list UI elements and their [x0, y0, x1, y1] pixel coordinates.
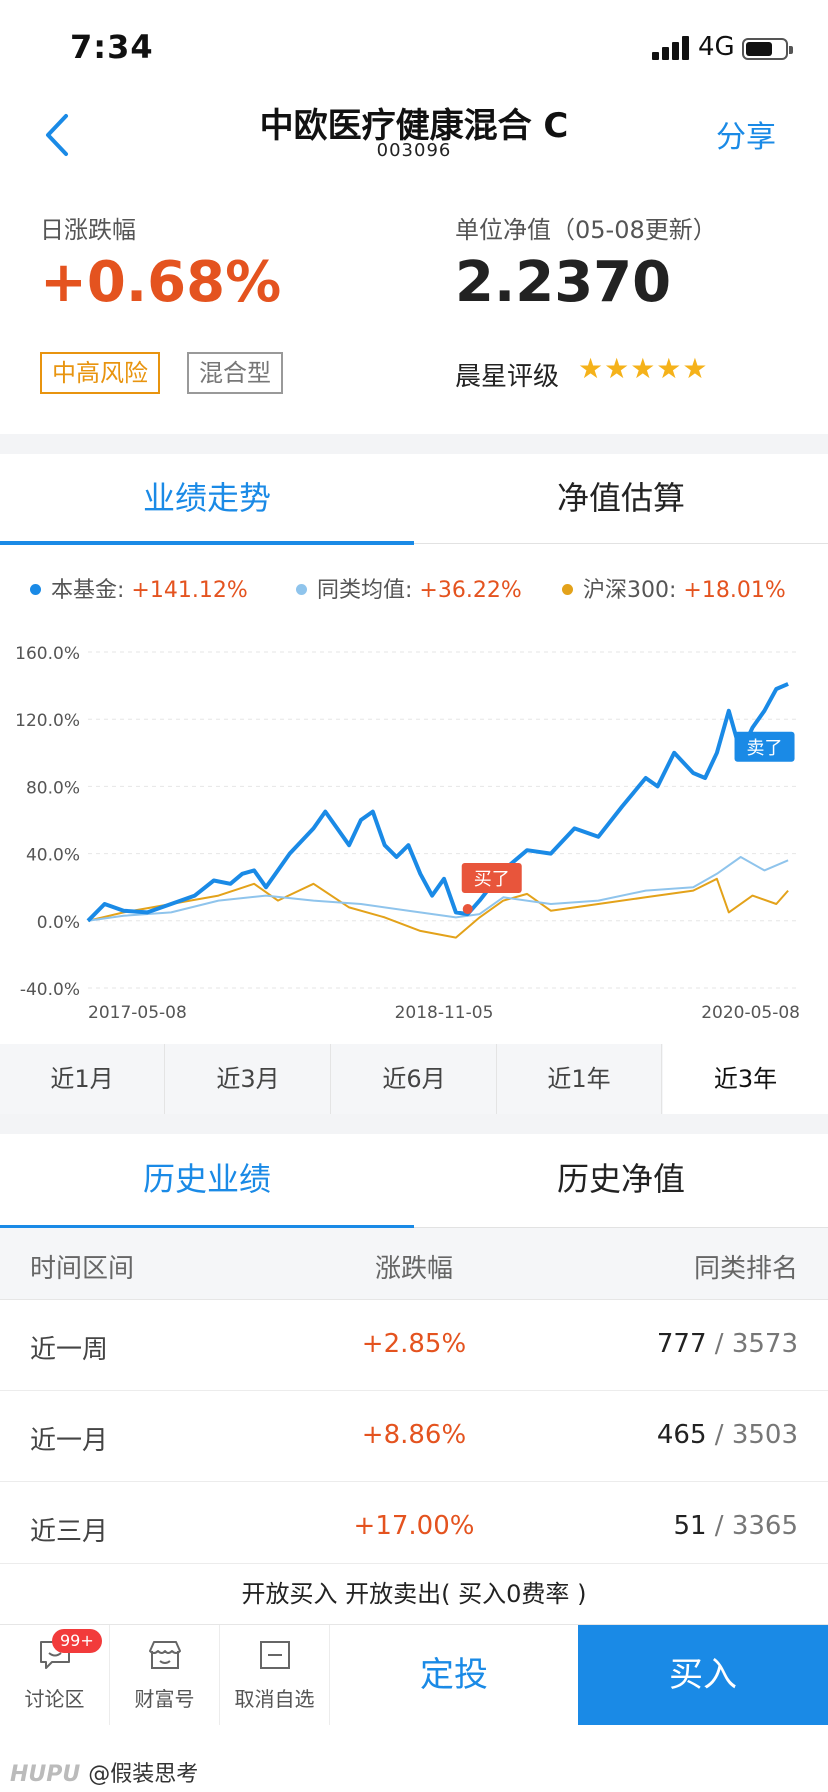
network-label: 4G: [698, 32, 735, 62]
discuss-button[interactable]: 99+ 讨论区: [0, 1625, 110, 1725]
legend-dot: [296, 583, 307, 595]
battery-icon: [742, 38, 793, 60]
trade-marker-label: 买了: [474, 869, 510, 890]
trade-marker-box: [734, 731, 795, 762]
watermark-user: @假装思考: [88, 1762, 199, 1787]
status-time: 7:34: [70, 28, 154, 66]
trade-marker-dot: [462, 904, 473, 915]
table-row[interactable]: 近一周 +2.85% 777 / 3573: [0, 1300, 828, 1391]
tab-estimate[interactable]: 净值估算: [556, 479, 685, 517]
discuss-label: 讨论区: [24, 1687, 85, 1711]
nav-label: 单位净值（05-08更新）: [455, 216, 717, 244]
y-tick-label: 120.0%: [15, 711, 80, 731]
row-change: +2.85%: [361, 1329, 467, 1359]
section-divider: [0, 434, 828, 454]
trade-notice: 开放买入 开放卖出( 买入0费率 ): [241, 1580, 587, 1608]
buy-button[interactable]: 买入: [578, 1625, 828, 1725]
series-line-2: [87, 877, 789, 939]
wealth-button[interactable]: 财富号: [110, 1625, 220, 1725]
nav-value: 2.2370: [455, 250, 672, 315]
legend-item-index: 沪深300: +18.01%: [562, 572, 786, 604]
row-change: +17.00%: [353, 1511, 475, 1541]
legend-item-fund: 本基金: +141.12%: [30, 572, 248, 604]
x-tick-label: 2017-05-08: [88, 1003, 187, 1023]
table-row[interactable]: 近三月 +17.00% 51 / 3365: [0, 1482, 828, 1564]
daily-change-label: 日涨跌幅: [40, 216, 136, 244]
bottom-bar: 99+ 讨论区 财富号 取消自选 定投 买入: [0, 1624, 828, 1725]
rating-label: 晨星评级: [455, 362, 560, 392]
trade-marker-label: 卖了: [747, 738, 783, 759]
watermark-logo: HUPU: [10, 1762, 81, 1787]
tab-history-nav[interactable]: 历史净值: [556, 1160, 685, 1198]
store-icon: [149, 1641, 181, 1669]
nav-bar: 中欧医疗健康混合 C 003096 分享: [0, 96, 828, 176]
back-icon[interactable]: [40, 110, 80, 160]
type-tag: 混合型: [187, 352, 283, 394]
section-divider: [0, 1114, 828, 1134]
y-tick-label: 0.0%: [37, 913, 80, 933]
col-period: 时间区间: [30, 1254, 135, 1284]
sip-button[interactable]: 定投: [420, 1655, 488, 1695]
row-rank: 51 / 3365: [673, 1511, 798, 1541]
row-period: 近一月: [30, 1426, 109, 1456]
wealth-label: 财富号: [134, 1687, 195, 1711]
performance-chart[interactable]: 160.0% 120.0% 80.0% 40.0% 0.0% -40.0% 2017-05-…: [0, 630, 828, 1030]
history-table-header: 时间区间 涨跌幅 同类排名: [0, 1228, 828, 1300]
share-button[interactable]: 分享: [716, 120, 776, 155]
period-3y[interactable]: 近3年: [663, 1044, 828, 1114]
trade-marker-box: [461, 863, 522, 894]
period-6m[interactable]: 近6月: [332, 1044, 497, 1114]
series-line-1: [87, 856, 789, 922]
row-rank: 465 / 3503: [656, 1420, 798, 1450]
row-period: 近一周: [30, 1335, 109, 1365]
signal-icon: [652, 36, 692, 60]
fund-summary: 日涨跌幅 +0.68% 单位净值（05-08更新） 2.2370 中高风险 混合…: [0, 200, 828, 428]
remove-watchlist-icon: [260, 1641, 290, 1669]
period-selector: 近1月 近3月 近6月 近1年 近3年: [0, 1044, 828, 1114]
y-tick-label: 160.0%: [15, 644, 80, 664]
y-tick-label: 80.0%: [26, 778, 80, 798]
legend-item-peer: 同类均值: +36.22%: [296, 572, 522, 604]
table-row[interactable]: 近一月 +8.86% 465 / 3503: [0, 1391, 828, 1482]
period-3m[interactable]: 近3月: [166, 1044, 331, 1114]
row-change: +8.86%: [361, 1420, 467, 1450]
unwatch-button[interactable]: 取消自选: [220, 1625, 330, 1725]
series-line-0: [86, 682, 789, 923]
x-tick-label: 2018-11-05: [395, 1003, 494, 1023]
chart-legend: 本基金: +141.12% 同类均值: +36.22% 沪深300: +18.0…: [0, 568, 828, 608]
fund-code: 003096: [376, 140, 452, 161]
period-1y[interactable]: 近1年: [497, 1044, 662, 1114]
row-rank: 777 / 3573: [656, 1329, 798, 1359]
col-rank: 同类排名: [693, 1254, 798, 1284]
chart-tabs: 业绩走势 净值估算: [0, 454, 828, 545]
period-1m[interactable]: 近1月: [0, 1044, 165, 1114]
unwatch-label: 取消自选: [234, 1687, 315, 1711]
status-bar: 7:34 4G: [0, 0, 828, 96]
y-tick-label: 40.0%: [26, 846, 80, 866]
tab-performance[interactable]: 业绩走势: [0, 454, 414, 545]
y-tick-label: -40.0%: [20, 980, 80, 1000]
legend-dot: [562, 583, 573, 595]
row-period: 近三月: [30, 1517, 109, 1547]
daily-change-value: +0.68%: [40, 250, 282, 315]
x-tick-label: 2020-05-08: [701, 1003, 800, 1023]
rating-stars: ★★★★★: [578, 352, 709, 385]
watermark: HUPU @假装思考: [10, 1756, 198, 1788]
tab-history-performance[interactable]: 历史业绩: [0, 1134, 414, 1229]
risk-tag: 中高风险: [40, 352, 160, 394]
col-change: 涨跌幅: [374, 1254, 453, 1284]
history-tabs: 历史业绩 历史净值: [0, 1134, 828, 1229]
discuss-badge: 99+: [52, 1629, 102, 1653]
legend-dot: [30, 583, 41, 595]
page-title: 中欧医疗健康混合 C: [259, 106, 569, 146]
